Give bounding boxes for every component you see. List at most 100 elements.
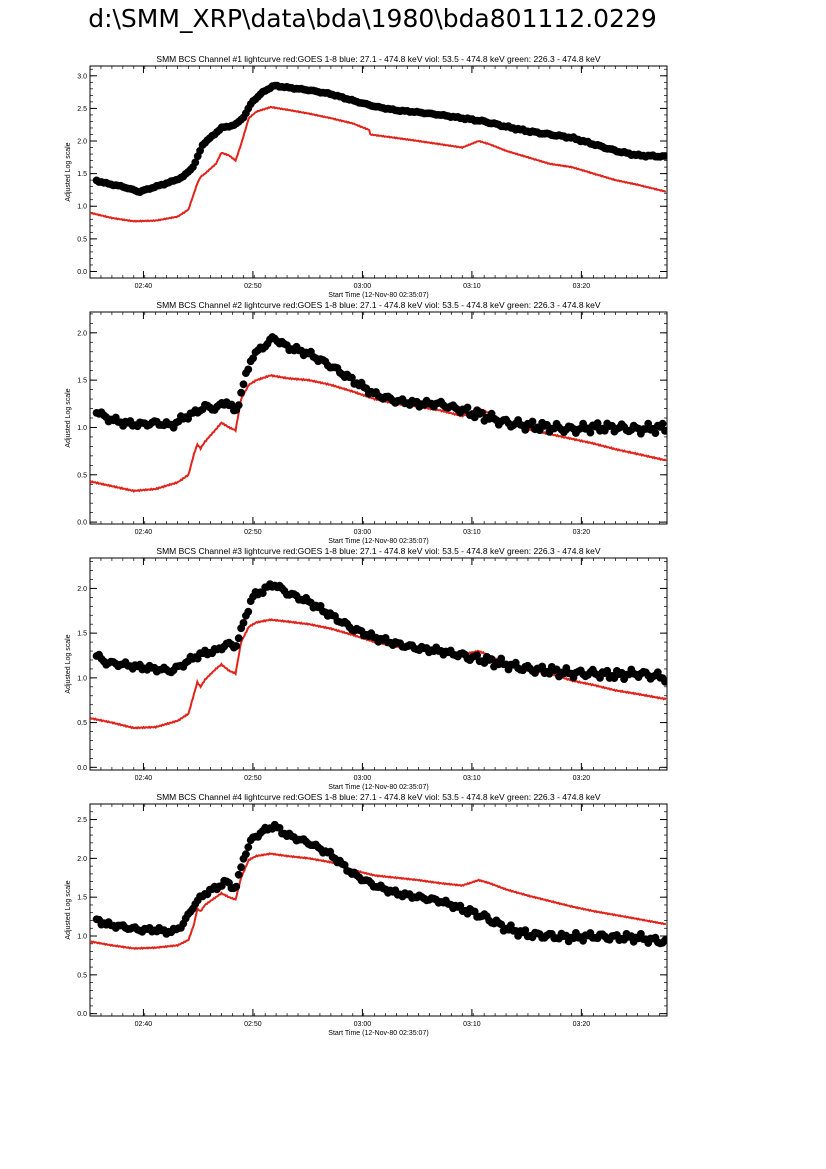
x-tick-label: 03:20 [573,529,591,536]
y-tick-label: 1.5 [77,378,87,385]
bcs-series-markers [92,333,667,438]
y-tick-label: 1.0 [77,425,87,432]
y-axis-label: Adjusted Log scale [65,880,72,939]
bcs-data-point [232,642,241,650]
bcs-data-point [249,354,257,363]
y-tick-label: 0.5 [77,236,87,243]
bcs-data-point [528,417,537,426]
bcs-data-point [463,403,472,412]
x-tick-label: 02:40 [135,283,153,290]
bcs-data-point [234,870,243,879]
y-tick-label: 2.5 [77,817,87,824]
bcs-data-point [234,401,243,410]
bcs-data-point [644,419,653,428]
x-tick-label: 03:10 [463,529,481,536]
bcs-data-point [661,677,667,686]
y-tick-label: 0.5 [77,972,87,979]
plot-frame [89,65,668,279]
bcs-data-point [593,419,602,427]
lightcurve-chart-channel-1: SMM BCS Channel #1 lightcurve red:GOES 1… [65,54,668,299]
x-axis-label: Start Time (12-Nov-80 02:35:07) [328,1030,428,1037]
x-tick-label: 03:00 [354,283,372,290]
plot-frame [89,557,668,771]
bcs-data-point [239,380,248,389]
bcs-data-point [473,651,481,660]
bcs-data-point [538,662,547,671]
bcs-data-point [191,158,200,167]
x-tick-label: 03:00 [354,1021,372,1028]
bcs-data-point [521,926,530,934]
bcs-data-point [521,426,530,434]
y-tick-label: 1.5 [77,895,87,902]
y-tick-label: 2.5 [77,106,87,113]
x-tick-label: 03:20 [573,775,591,782]
bcs-data-point [658,419,667,428]
y-tick-label: 1.0 [77,204,87,211]
y-tick-label: 0.5 [77,472,87,479]
y-tick-label: 1.0 [77,675,87,682]
bcs-data-point [586,428,595,437]
bcs-series-markers [92,820,667,948]
lightcurve-chart-channel-4: SMM BCS Channel #4 lightcurve red:GOES 1… [65,792,668,1037]
plot-frame [89,803,668,1017]
x-tick-label: 02:50 [244,283,262,290]
lightcurve-chart-channel-2: SMM BCS Channel #2 lightcurve red:GOES 1… [65,300,668,545]
x-tick-label: 03:10 [463,1021,481,1028]
x-tick-label: 03:00 [354,529,372,536]
bcs-data-point [661,936,667,945]
bcs-data-point [237,388,246,397]
x-tick-label: 03:10 [463,283,481,290]
y-tick-label: 0.0 [77,1011,87,1018]
lightcurve-chart-channel-3: SMM BCS Channel #3 lightcurve red:GOES 1… [65,546,668,791]
y-tick-label: 2.0 [77,330,87,337]
bcs-data-point [661,427,667,435]
y-axis-label: Adjusted Log scale [65,142,72,201]
x-tick-label: 03:20 [573,1021,591,1028]
chart-title: SMM BCS Channel #4 lightcurve red:GOES 1… [156,792,600,802]
chart-title: SMM BCS Channel #3 lightcurve red:GOES 1… [156,546,600,556]
bcs-data-point [237,863,246,872]
bcs-data-point [234,634,243,643]
x-tick-label: 02:40 [135,529,153,536]
bcs-data-point [227,400,236,409]
y-tick-label: 0.5 [77,720,87,727]
minor-ticks [89,66,667,278]
bcs-data-point [244,843,253,851]
bcs-data-point [340,861,349,869]
x-axis-label: Start Time (12-Nov-80 02:35:07) [328,538,428,545]
plot-frame [89,311,668,525]
bcs-series-markers [92,81,667,197]
goes-1-8-series-line [90,852,666,951]
minor-ticks [89,558,667,770]
y-tick-label: 2.0 [77,139,87,146]
y-axis-label: Adjusted Log scale [65,634,72,693]
minor-ticks [89,312,667,524]
bcs-data-point [239,619,248,627]
goes-1-8-series-line [90,105,667,223]
x-tick-label: 02:50 [244,1021,262,1028]
chart-title: SMM BCS Channel #2 lightcurve red:GOES 1… [156,300,600,310]
y-tick-label: 0.0 [77,269,87,276]
bcs-series-markers [92,580,667,686]
bcs-data-point [661,152,667,160]
chart-title: SMM BCS Channel #1 lightcurve red:GOES 1… [156,54,600,64]
x-tick-label: 03:10 [463,775,481,782]
minor-ticks [89,804,667,1016]
y-tick-label: 2.0 [77,586,87,593]
x-tick-label: 03:00 [354,775,372,782]
bcs-data-point [232,882,241,891]
y-axis-label: Adjusted Log scale [65,388,72,447]
x-tick-label: 03:20 [573,283,591,290]
y-tick-label: 0.0 [77,520,87,527]
x-tick-label: 02:50 [244,775,262,782]
y-tick-label: 1.0 [77,934,87,941]
y-tick-label: 1.5 [77,631,87,638]
x-tick-label: 02:40 [135,775,153,782]
y-tick-label: 3.0 [77,73,87,80]
y-tick-label: 1.5 [77,171,87,178]
bcs-data-point [244,607,253,616]
y-tick-label: 0.0 [77,765,87,772]
bcs-data-point [478,408,486,417]
bcs-data-point [242,850,250,859]
bcs-data-point [348,373,356,382]
